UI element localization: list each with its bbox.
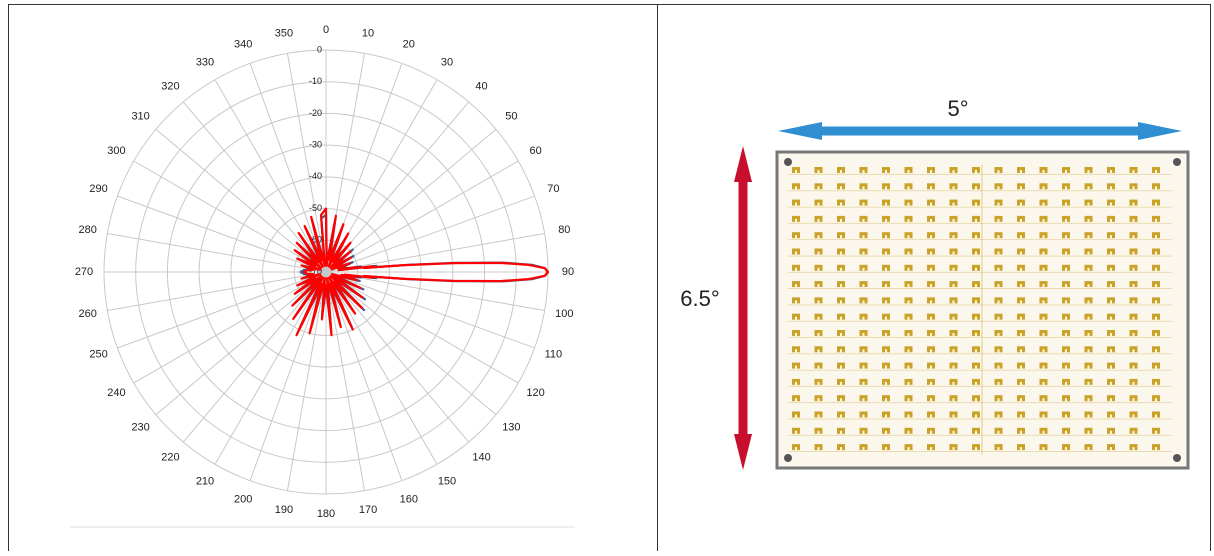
page: 0 10 20 30 40 50 60 70 80 90 100 110 120 130 140 150 160… [0, 0, 1214, 551]
radial-tick-label: -40 [309, 171, 322, 181]
angle-tick-label: 120 [526, 387, 544, 399]
angle-tick-label: 10 [362, 28, 374, 40]
angle-tick-label: 320 [161, 81, 179, 93]
angle-tick-label: 310 [131, 110, 149, 122]
angle-tick-label: 40 [475, 81, 487, 93]
radial-tick-label: -10 [309, 76, 322, 86]
angle-tick-label: 200 [234, 493, 252, 505]
height-arrow [734, 146, 752, 470]
angle-tick-label: 330 [196, 56, 214, 68]
angle-tick-label: 230 [131, 421, 149, 433]
angle-tick-label: 130 [502, 421, 520, 433]
radial-tick-label: -30 [309, 140, 322, 150]
angle-tick-label: 350 [275, 28, 293, 40]
angle-tick-label: 50 [505, 110, 517, 122]
angle-tick-label: 300 [107, 145, 125, 157]
angle-tick-label: 100 [555, 308, 573, 320]
angle-tick-label: 90 [562, 266, 574, 278]
angle-tick-label: 190 [275, 504, 293, 516]
angle-tick-label: 210 [196, 475, 214, 487]
angle-tick-label: 280 [78, 224, 96, 236]
angle-tick-label: 270 [75, 266, 93, 278]
radial-tick-label: -50 [309, 203, 322, 213]
height-label: 6.5° [680, 286, 719, 311]
angle-tick-label: 170 [359, 504, 377, 516]
angle-tick-label: 290 [89, 183, 107, 195]
angle-tick-label: 160 [400, 493, 418, 505]
angle-tick-label: 0 [323, 24, 329, 36]
array-board [777, 152, 1188, 468]
angle-tick-label: 260 [78, 308, 96, 320]
width-arrow [778, 122, 1182, 140]
angle-tick-label: 140 [472, 451, 490, 463]
angle-tick-label: 340 [234, 39, 252, 51]
radial-tick-label: -20 [309, 108, 322, 118]
angle-tick-label: 220 [161, 451, 179, 463]
width-label: 5° [947, 96, 968, 121]
radial-tick-label: 0 [317, 44, 322, 54]
angle-tick-label: 80 [558, 224, 570, 236]
angle-tick-label: 150 [438, 475, 456, 487]
polar-chart: 0 10 20 30 40 50 60 70 80 90 100 110 120 130 140 150 160… [75, 24, 574, 520]
angle-tick-label: 250 [89, 349, 107, 361]
angle-tick-label: 20 [403, 39, 415, 51]
angle-tick-label: 30 [441, 56, 453, 68]
angle-tick-label: 60 [529, 145, 541, 157]
angle-tick-label: 70 [547, 183, 559, 195]
angle-tick-label: 110 [545, 349, 563, 361]
angle-tick-label: 240 [107, 387, 125, 399]
angle-tick-label: 180 [317, 508, 335, 520]
